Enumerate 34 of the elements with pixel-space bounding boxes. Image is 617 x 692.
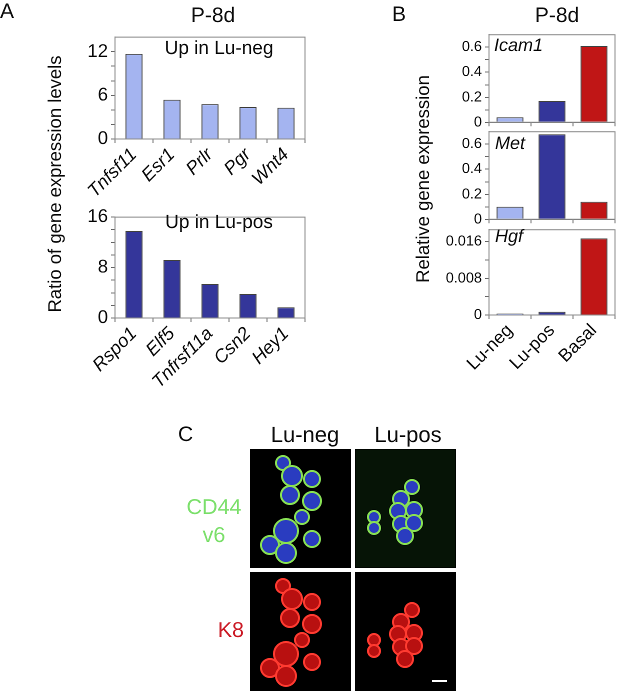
text: B: [392, 3, 406, 26]
y-axis-title: Relative gene expression: [412, 75, 433, 283]
category-label: K8: [218, 618, 244, 642]
category-label: Lu-neg: [270, 422, 340, 447]
category-label: CD44 v6: [186, 495, 242, 547]
y-tick-label: 0.016: [446, 234, 482, 250]
annotation: Up in Lu-neg: [164, 38, 274, 59]
annotation: Icam1: [494, 35, 544, 55]
annotation: Hgf: [495, 226, 524, 246]
chart-title: P-8d: [534, 4, 580, 27]
y-tick-label: 8: [98, 256, 108, 277]
annotation: Met: [495, 133, 526, 153]
text: A: [0, 0, 14, 23]
y-tick-label: 6: [98, 83, 108, 104]
category-label: Lu-pos: [374, 422, 442, 447]
y-tick-label: 0: [98, 127, 108, 148]
y-tick-label: 0: [474, 114, 482, 130]
x-tick-label: Prlr: [181, 142, 218, 179]
y-tick-label: 0.2: [462, 89, 482, 106]
y-tick-label: 0: [474, 211, 482, 228]
y-axis-title: Ratio of gene expression levels: [44, 55, 65, 313]
chart-title: P-8d: [190, 4, 236, 27]
y-tick-label: 0: [98, 306, 108, 328]
y-tick-label: 0.6: [462, 136, 482, 152]
text: C: [178, 423, 194, 446]
y-tick-label: 0.2: [462, 186, 482, 202]
annotation: Up in Lu-pos: [165, 212, 273, 233]
y-tick-label: 0: [474, 307, 482, 323]
y-tick-label: 16: [87, 205, 108, 226]
y-tick-label: 0.4: [462, 64, 482, 80]
y-tick-label: 12: [87, 40, 108, 61]
y-tick-label: 0.6: [462, 39, 482, 56]
y-tick-label: 0.4: [462, 161, 482, 178]
y-tick-label: 0.008: [446, 270, 482, 286]
